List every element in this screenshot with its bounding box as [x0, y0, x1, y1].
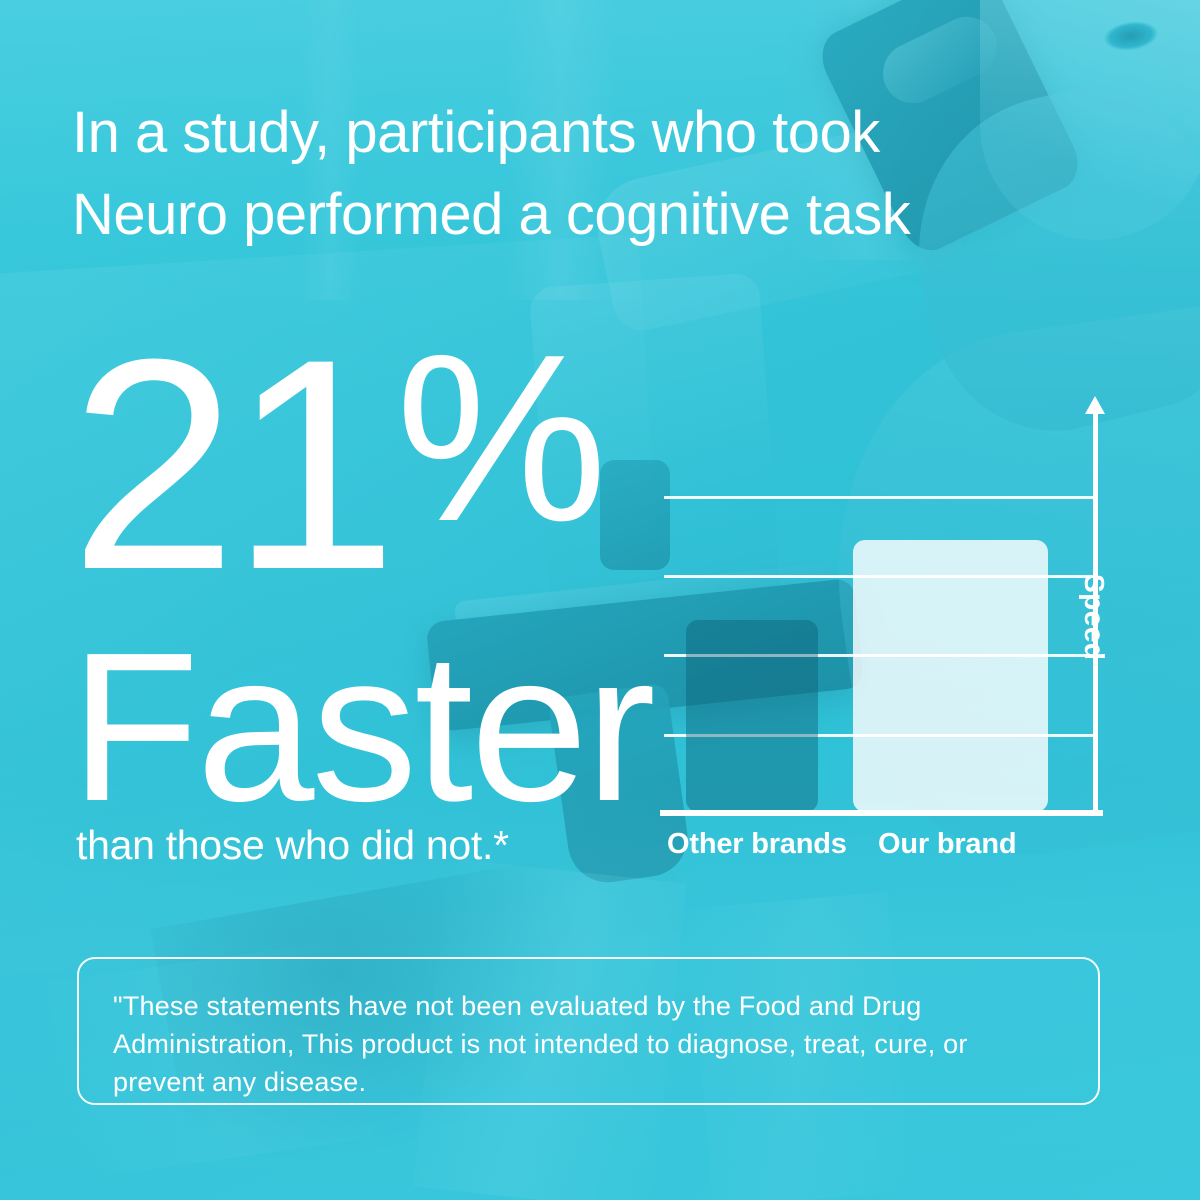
- x-axis-baseline: [660, 810, 1103, 816]
- stat-block: 21 % Faster: [70, 296, 656, 845]
- headline-text: In a study, participants who took Neuro …: [72, 100, 911, 247]
- chart-gridline-4: [664, 496, 1098, 499]
- disclaimer-text: "These statements have not been evaluate…: [113, 991, 968, 1097]
- speed-bar-chart: Speed: [660, 396, 1110, 816]
- stat-percent-symbol: %: [395, 306, 608, 571]
- stat-subline: than those who did not.*: [76, 822, 509, 868]
- y-axis-label-speed: Speed: [1079, 574, 1110, 661]
- stat-number: 21: [70, 296, 398, 632]
- stat-number-row: 21 %: [70, 296, 653, 632]
- chart-label-our-brand: Our brand: [878, 828, 1017, 860]
- y-axis-line: [1093, 410, 1098, 816]
- chart-label-other-brands: Other brands: [667, 828, 847, 860]
- y-axis-arrow-icon: [1085, 396, 1105, 414]
- bar-our-brand: [853, 540, 1048, 812]
- disclaimer-box: "These statements have not been evaluate…: [77, 957, 1100, 1105]
- bar-other-brands: [686, 620, 818, 812]
- stat-word-faster: Faster: [70, 608, 656, 845]
